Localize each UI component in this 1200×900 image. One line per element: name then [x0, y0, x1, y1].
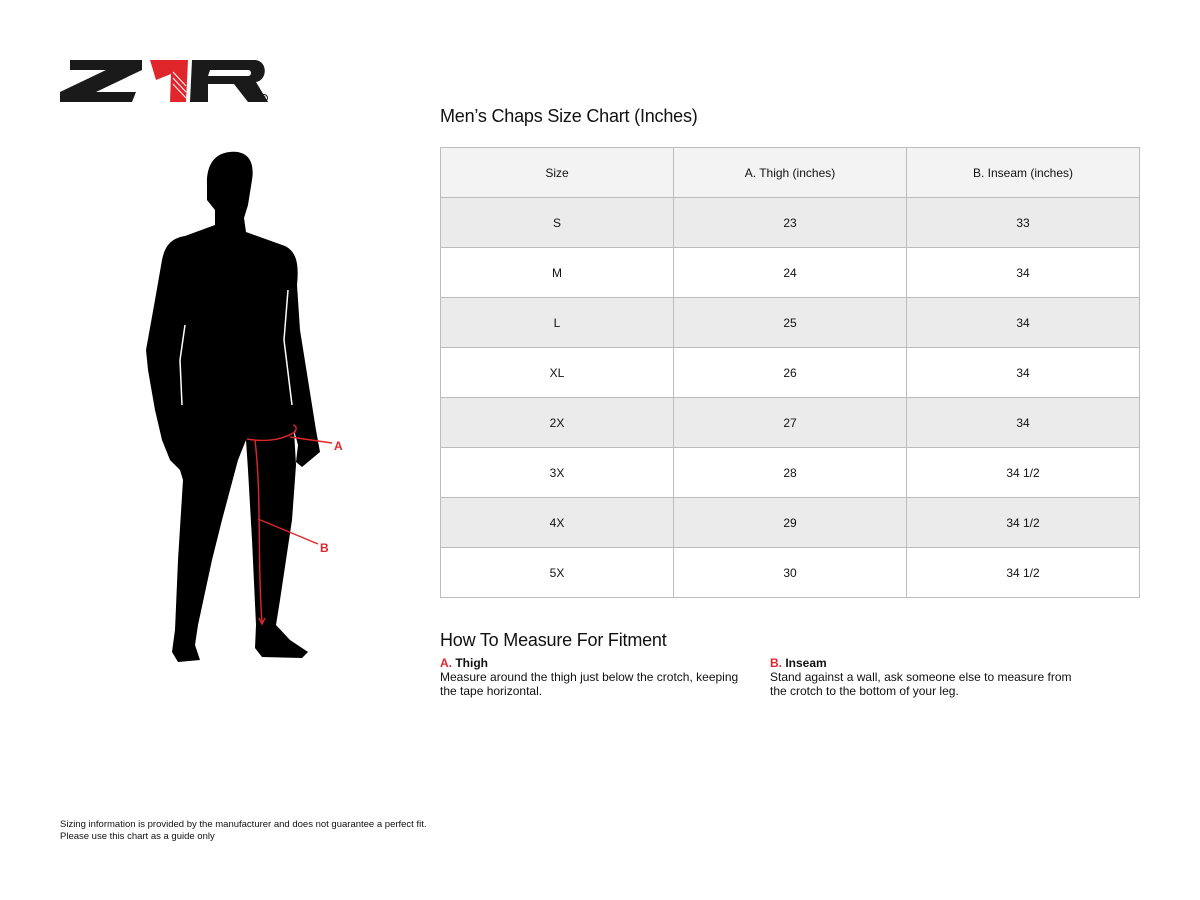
- inseam-cell: 34: [906, 397, 1140, 448]
- thigh-text: Measure around the thigh just below the …: [440, 670, 739, 698]
- table-row: L 25 34: [440, 297, 1140, 348]
- thigh-cell: 24: [673, 247, 907, 298]
- size-cell: 2X: [440, 397, 674, 448]
- thigh-instructions: A. Thigh Measure around the thigh just b…: [440, 656, 750, 698]
- thigh-heading: Thigh: [455, 656, 488, 670]
- thigh-cell: 28: [673, 447, 907, 498]
- size-cell: XL: [440, 347, 674, 398]
- svg-text:R: R: [262, 96, 266, 102]
- size-cell: M: [440, 247, 674, 298]
- header-inseam: B. Inseam (inches): [906, 147, 1140, 198]
- inseam-letter: B.: [770, 656, 782, 670]
- size-cell: 5X: [440, 547, 674, 598]
- header-size: Size: [440, 147, 674, 198]
- thigh-cell: 27: [673, 397, 907, 448]
- inseam-cell: 34 1/2: [906, 497, 1140, 548]
- z1r-logo: R: [60, 60, 268, 102]
- thigh-cell: 30: [673, 547, 907, 598]
- header-thigh: A. Thigh (inches): [673, 147, 907, 198]
- inseam-heading: Inseam: [785, 656, 827, 670]
- inseam-instructions: B. Inseam Stand against a wall, ask some…: [770, 656, 1080, 698]
- table-row: M 24 34: [440, 247, 1140, 298]
- body-measurement-figure: A B: [146, 151, 343, 662]
- man-silhouette: [146, 151, 320, 662]
- measurement-lines: [246, 424, 333, 626]
- thigh-cell: 26: [673, 347, 907, 398]
- label-a: A: [334, 439, 343, 453]
- disclaimer-line-2: Please use this chart as a guide only: [60, 831, 215, 842]
- table-row: 3X 28 34 1/2: [440, 447, 1140, 498]
- table-row: XL 26 34: [440, 347, 1140, 398]
- table-row: S 23 33: [440, 197, 1140, 248]
- inseam-cell: 33: [906, 197, 1140, 248]
- size-cell: L: [440, 297, 674, 348]
- thigh-cell: 29: [673, 497, 907, 548]
- thigh-letter: A.: [440, 656, 452, 670]
- thigh-cell: 23: [673, 197, 907, 248]
- inseam-cell: 34: [906, 297, 1140, 348]
- inseam-cell: 34: [906, 247, 1140, 298]
- size-cell: 4X: [440, 497, 674, 548]
- size-chart-table: Size A. Thigh (inches) B. Inseam (inches…: [440, 147, 1140, 598]
- size-cell: S: [440, 197, 674, 248]
- page-title: Men’s Chaps Size Chart (Inches): [440, 106, 698, 126]
- disclaimer-line-1: Sizing information is provided by the ma…: [60, 819, 427, 830]
- thigh-cell: 25: [673, 297, 907, 348]
- table-row: 4X 29 34 1/2: [440, 497, 1140, 548]
- table-row: 5X 30 34 1/2: [440, 547, 1140, 598]
- inseam-cell: 34 1/2: [906, 547, 1140, 598]
- label-b: B: [320, 541, 329, 555]
- inseam-cell: 34: [906, 347, 1140, 398]
- size-cell: 3X: [440, 447, 674, 498]
- table-row: 2X 27 34: [440, 397, 1140, 448]
- inseam-cell: 34 1/2: [906, 447, 1140, 498]
- disclaimer: Sizing information is provided by the ma…: [60, 819, 427, 843]
- inseam-text: Stand against a wall, ask someone else t…: [770, 670, 1072, 698]
- howto-title: How To Measure For Fitment: [440, 630, 667, 650]
